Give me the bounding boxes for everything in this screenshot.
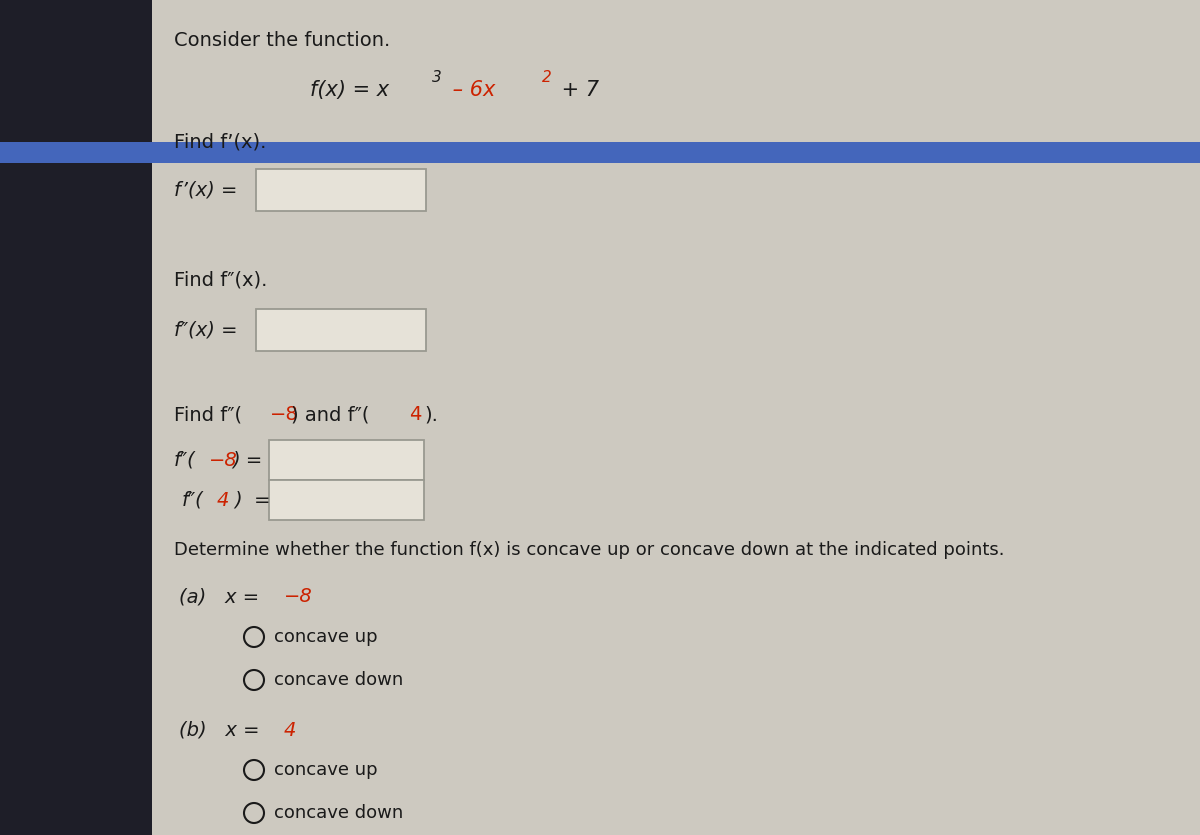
Text: Find f″(: Find f″( xyxy=(174,406,242,424)
Text: Find f″(x).: Find f″(x). xyxy=(174,271,268,290)
Text: concave down: concave down xyxy=(274,671,403,689)
Text: 4: 4 xyxy=(284,721,296,740)
Text: concave down: concave down xyxy=(274,804,403,822)
Text: + 7: + 7 xyxy=(554,80,599,100)
Text: 4: 4 xyxy=(409,406,421,424)
Text: concave up: concave up xyxy=(274,761,378,779)
FancyBboxPatch shape xyxy=(256,169,426,211)
Text: −8: −8 xyxy=(270,406,299,424)
Text: concave up: concave up xyxy=(274,628,378,646)
Text: Find f’(x).: Find f’(x). xyxy=(174,133,266,151)
Text: – 6x: – 6x xyxy=(446,80,496,100)
Text: Consider the function.: Consider the function. xyxy=(174,31,390,49)
Text: ) =: ) = xyxy=(232,451,263,469)
FancyBboxPatch shape xyxy=(0,142,1200,163)
Text: f(x) = x: f(x) = x xyxy=(310,80,389,100)
Text: −8: −8 xyxy=(284,588,313,606)
Text: f’(x) =: f’(x) = xyxy=(174,180,238,200)
Text: (b)   x =: (b) x = xyxy=(179,721,265,740)
Text: Determine whether the function f(x) is concave up or concave down at the indicat: Determine whether the function f(x) is c… xyxy=(174,541,1004,559)
FancyBboxPatch shape xyxy=(269,480,424,520)
Text: ).: ). xyxy=(424,406,438,424)
Text: −8: −8 xyxy=(209,451,238,469)
Text: 2: 2 xyxy=(542,69,552,84)
FancyBboxPatch shape xyxy=(256,309,426,351)
Text: 4: 4 xyxy=(217,490,229,509)
Text: )  =: ) = xyxy=(234,490,270,509)
Text: f″(: f″( xyxy=(174,451,196,469)
Text: (a)   x =: (a) x = xyxy=(179,588,265,606)
FancyBboxPatch shape xyxy=(269,440,424,480)
Text: ) and f″(: ) and f″( xyxy=(292,406,370,424)
Text: f″(: f″( xyxy=(182,490,204,509)
Text: 3: 3 xyxy=(432,69,442,84)
FancyBboxPatch shape xyxy=(0,0,152,835)
Text: f″(x) =: f″(x) = xyxy=(174,321,238,340)
